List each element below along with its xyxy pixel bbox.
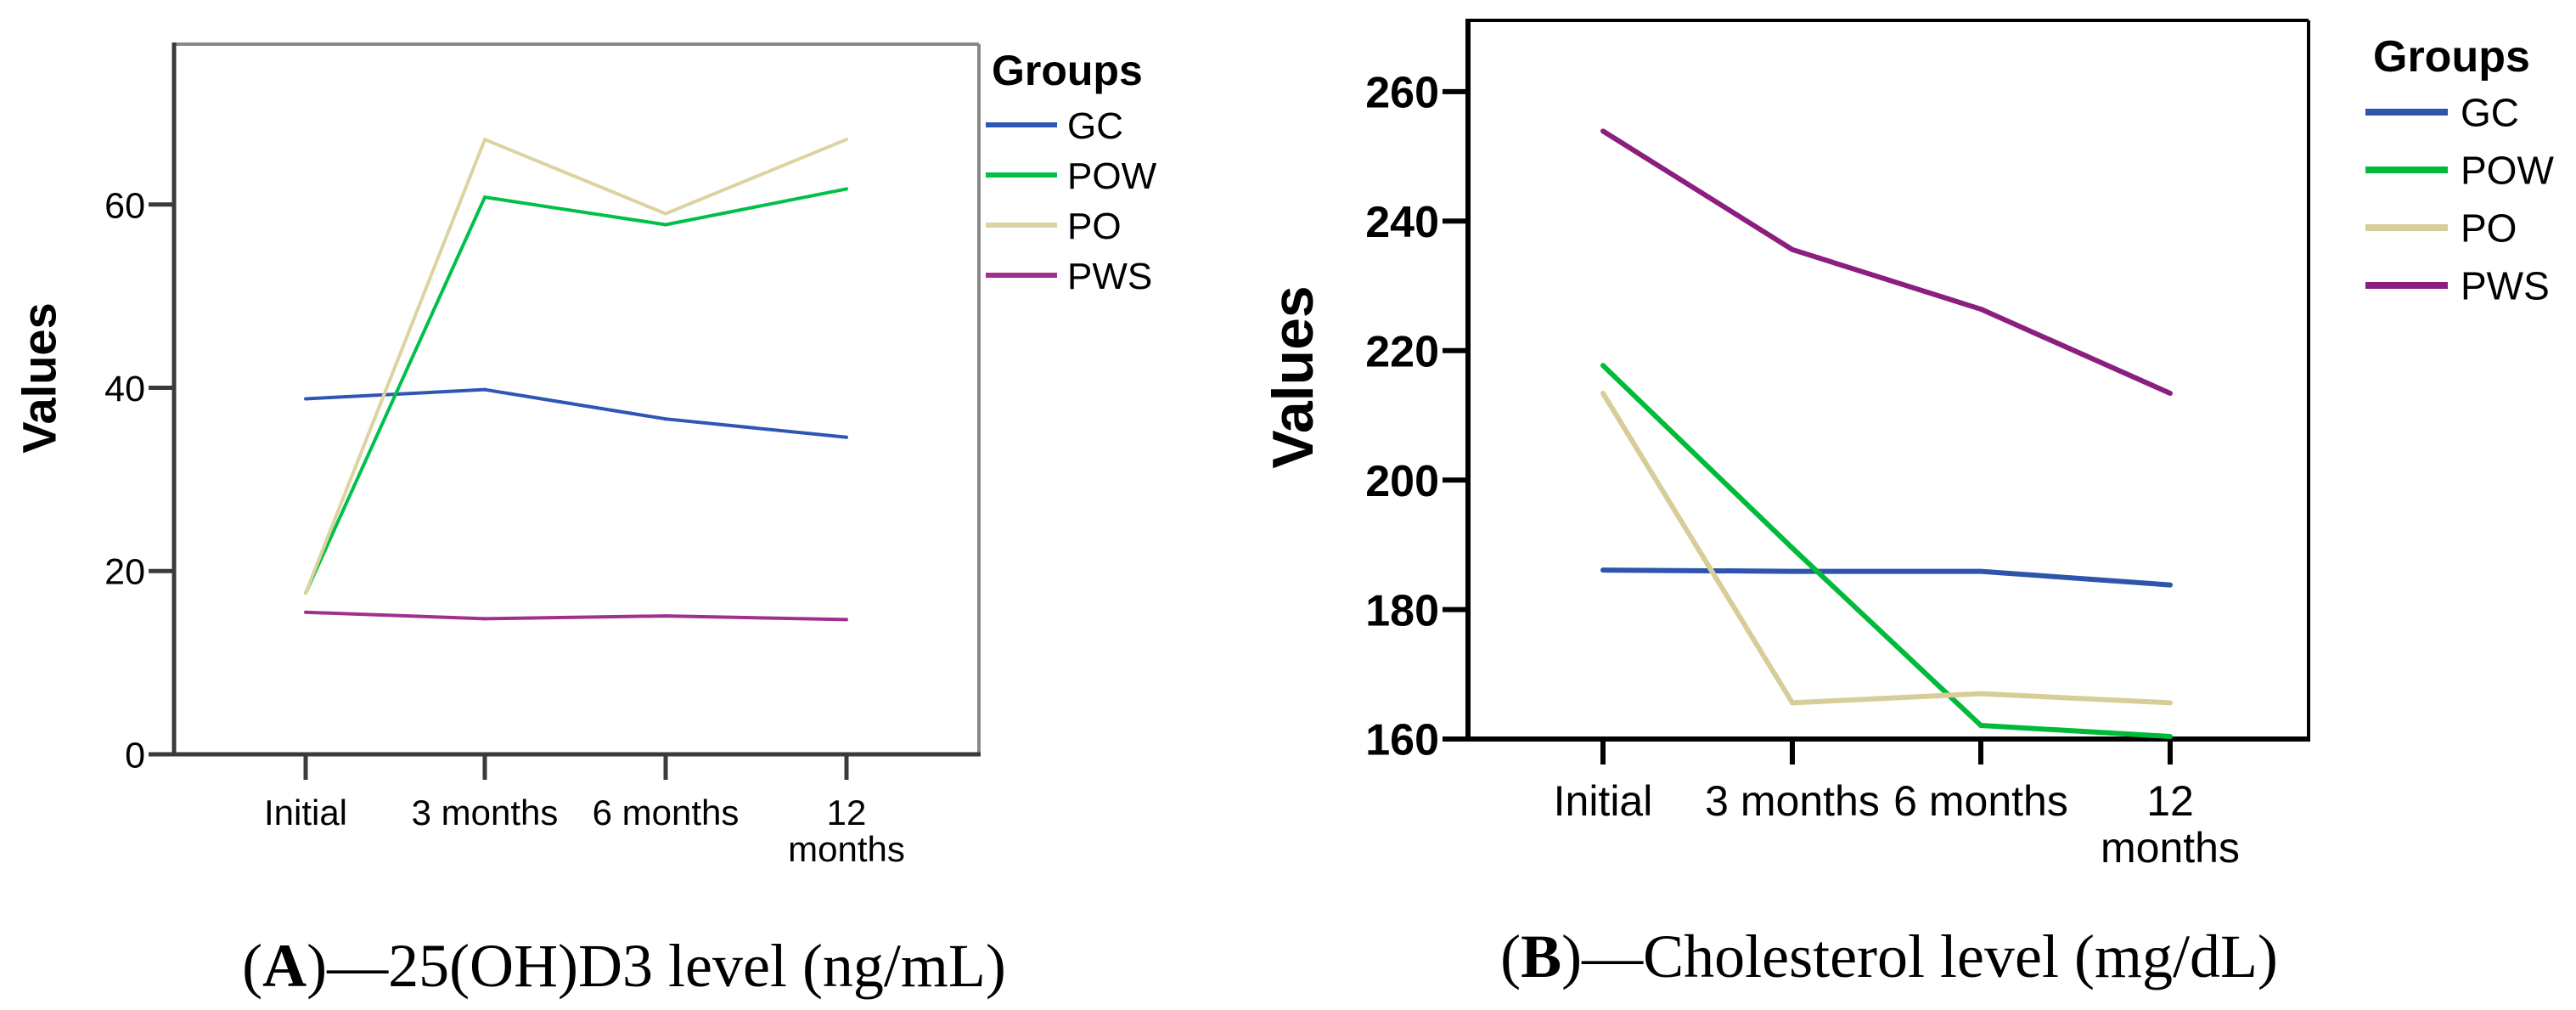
data-point-po	[483, 138, 487, 142]
legend-label-pow: POW	[2461, 149, 2554, 193]
data-point-pow	[2168, 733, 2173, 739]
data-point-po	[2168, 700, 2173, 706]
data-point-pws	[2168, 391, 2173, 397]
y-axis-title: Values	[13, 302, 66, 453]
legend-label-po: PO	[2461, 206, 2517, 251]
x-tick-label: 12	[827, 793, 867, 832]
x-tick-label: 12	[2146, 777, 2194, 825]
series-line-gc	[1602, 567, 2171, 588]
data-point-pws	[664, 614, 667, 618]
legend-label-gc: GC	[1067, 105, 1123, 147]
data-point-pow	[1790, 545, 1795, 551]
caption-letter: A	[262, 932, 307, 1000]
y-tick-label: 60	[104, 185, 145, 226]
caption-dash: —	[326, 932, 389, 1000]
x-tick-label: 3 months	[412, 793, 559, 832]
legend-title: Groups	[992, 47, 1143, 94]
data-point-gc	[2168, 582, 2173, 588]
caption-text: 25(OH)D3 level (ng/mL)	[388, 932, 1006, 1000]
data-point-gc	[664, 417, 667, 421]
y-tick-label: 200	[1365, 457, 1439, 506]
series-line-pow	[304, 187, 847, 594]
data-point-pws	[304, 610, 307, 614]
y-axis-title: Values	[1261, 285, 1325, 469]
data-point-po	[664, 212, 667, 216]
y-tick-label: 20	[104, 552, 145, 593]
x-tick-label: Initial	[1554, 777, 1653, 825]
data-point-pws	[1978, 306, 1983, 312]
chart-b: 160 180 200 220 240 260 Initial 3 months 6 month…	[1261, 19, 2554, 990]
data-point-pow	[845, 187, 848, 191]
data-point-po	[845, 138, 848, 142]
data-point-pow	[664, 223, 667, 227]
data-point-po	[1790, 700, 1795, 706]
caption-close-paren: )	[307, 932, 327, 1000]
data-point-pws	[483, 617, 487, 621]
legend-label-gc: GC	[2461, 91, 2519, 135]
data-point-gc	[304, 397, 307, 401]
y-tick-label: 160	[1365, 716, 1439, 765]
legend-label-pow: POW	[1067, 155, 1157, 197]
data-point-gc	[483, 387, 487, 392]
data-point-gc	[845, 435, 848, 439]
legend-label-po: PO	[1067, 206, 1122, 247]
data-point-pow	[483, 195, 487, 200]
data-point-pws	[1600, 128, 1606, 134]
data-point-po	[1978, 691, 1983, 697]
series-line-pws	[305, 610, 847, 622]
data-point-gc	[1790, 568, 1795, 574]
caption-dash: —	[1581, 923, 1644, 990]
x-tick-label: 6 months	[593, 793, 740, 832]
y-tick-label: 240	[1365, 198, 1439, 247]
legend-title: Groups	[2373, 32, 2530, 82]
series-line-pow	[1600, 364, 2171, 739]
y-tick-label: 180	[1365, 586, 1439, 635]
x-tick-label: months	[788, 829, 905, 869]
x-tick-label: 6 months	[1893, 777, 2068, 825]
figure-caption: (A)—25(OH)D3 level (ng/mL)	[242, 932, 1006, 1000]
data-point-gc	[1600, 567, 1606, 573]
caption-open-paren: (	[1500, 923, 1521, 990]
x-tick-label: Initial	[264, 793, 347, 832]
data-point-pws	[845, 618, 848, 622]
legend-label-pws: PWS	[1067, 256, 1152, 297]
legend-label-pws: PWS	[2461, 264, 2550, 308]
y-tick-label: 0	[125, 735, 145, 776]
data-point-pws	[1790, 246, 1795, 252]
figure-caption: (B)—Cholesterol level (mg/dL)	[1500, 923, 2278, 990]
y-tick-label: 220	[1365, 327, 1439, 376]
x-tick-label: 3 months	[1705, 777, 1880, 825]
series-line-po	[304, 138, 847, 594]
data-point-po	[1600, 391, 1606, 397]
caption-open-paren: (	[242, 932, 262, 1000]
data-point-pow	[1978, 722, 1983, 728]
series-line-pws	[1601, 128, 2172, 396]
data-point-gc	[1978, 568, 1983, 574]
x-tick-label: months	[2101, 824, 2240, 872]
caption-text: Cholesterol level (mg/dL)	[1643, 923, 2278, 990]
caption-letter: B	[1521, 923, 1561, 990]
data-point-pow	[1600, 363, 1606, 369]
y-tick-label: 40	[104, 369, 145, 409]
series-line-po	[1600, 392, 2171, 706]
y-tick-label: 260	[1365, 69, 1439, 118]
caption-close-paren: )	[1561, 923, 1582, 990]
data-point-po	[304, 591, 307, 595]
